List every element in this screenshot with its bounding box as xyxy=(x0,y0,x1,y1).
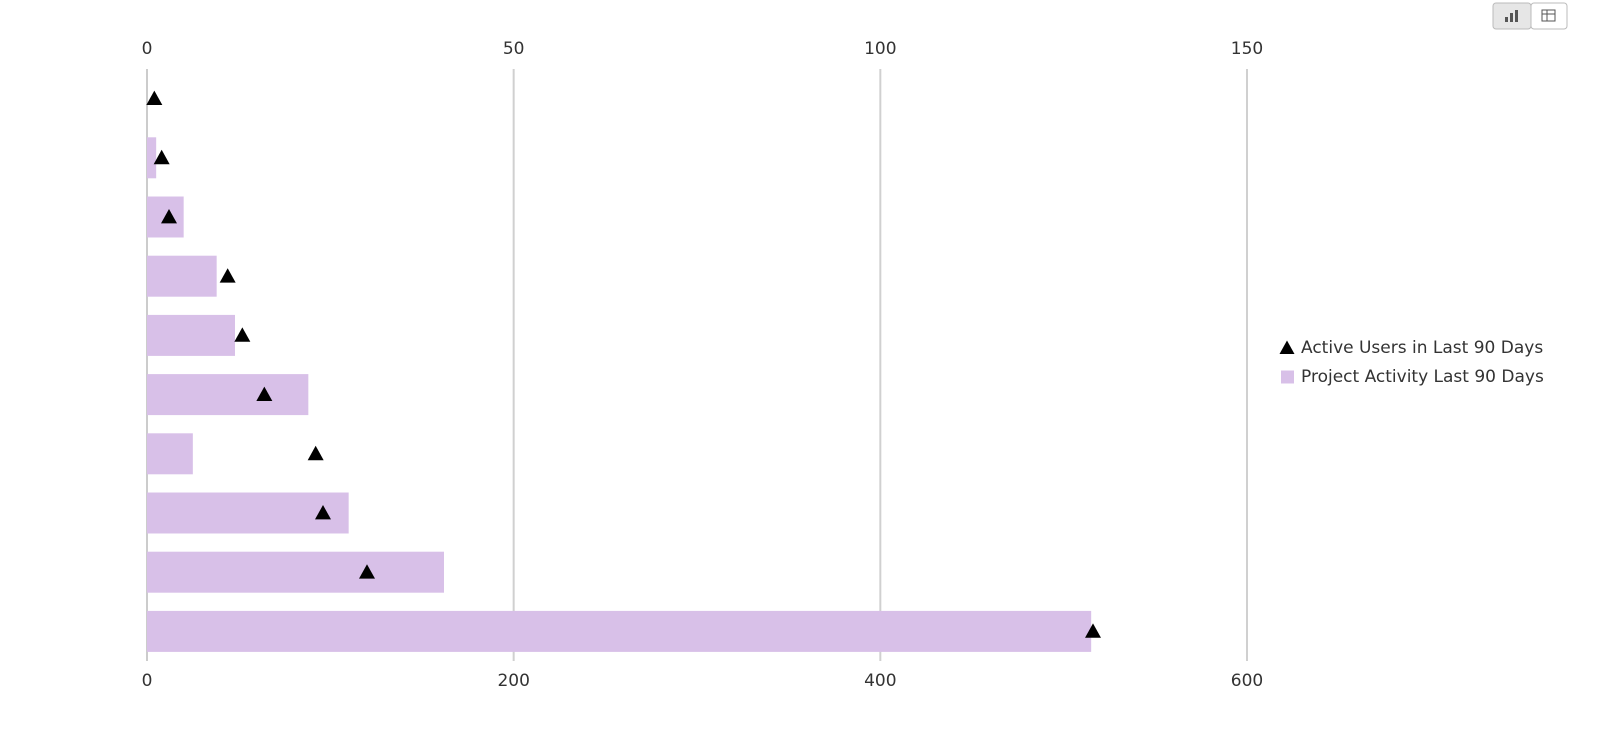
legend-marker xyxy=(1281,370,1294,384)
x-tick-label: 200 xyxy=(497,671,529,691)
marker xyxy=(315,505,331,520)
bar xyxy=(147,610,1092,652)
icon xyxy=(1510,13,1513,22)
bar xyxy=(147,551,444,593)
table-view-button[interactable] xyxy=(1530,2,1568,30)
bar xyxy=(147,374,309,416)
x2-tick-label: 0 xyxy=(142,39,153,59)
bar xyxy=(147,255,217,297)
x2-tick-label: 100 xyxy=(864,39,896,59)
marker xyxy=(307,445,324,461)
legend-label: Active Users in Last 90 Days xyxy=(1301,338,1543,358)
bar xyxy=(147,137,157,179)
bar xyxy=(147,492,349,534)
bar xyxy=(147,433,193,475)
marker xyxy=(234,327,251,342)
view-toggle xyxy=(1492,2,1568,30)
marker xyxy=(359,564,375,579)
icon xyxy=(1505,17,1508,22)
x-tick-label: 600 xyxy=(1231,671,1263,691)
icon xyxy=(1515,10,1518,22)
marker xyxy=(153,149,170,165)
marker xyxy=(1085,623,1101,638)
x2-tick-label: 50 xyxy=(503,39,525,59)
marker xyxy=(146,90,163,105)
x2-tick-label: 150 xyxy=(1231,39,1263,59)
legend-marker xyxy=(1279,340,1295,354)
legend-label: Project Activity Last 90 Days xyxy=(1301,367,1544,387)
x-tick-label: 400 xyxy=(864,671,896,691)
marker xyxy=(161,209,177,224)
marker xyxy=(256,386,273,401)
icon xyxy=(1541,9,1556,22)
x-tick-label: 0 xyxy=(142,671,153,691)
bar xyxy=(147,314,235,356)
marker xyxy=(219,268,236,283)
